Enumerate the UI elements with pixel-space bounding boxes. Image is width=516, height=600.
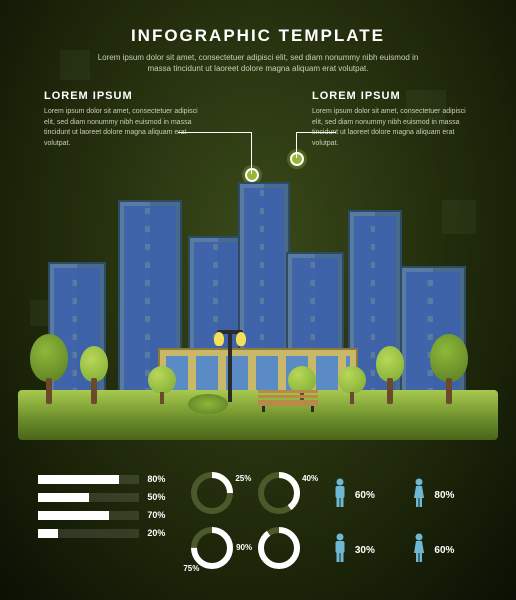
tree-icon: [430, 334, 468, 404]
stats-panel: 80%50%70%20% 25%40%75%90% 60%80%30%60%: [38, 466, 478, 574]
female-icon: [410, 478, 428, 513]
bar-row: 80%: [38, 474, 175, 484]
bar-row: 50%: [38, 492, 175, 502]
female-icon: [410, 533, 428, 568]
leader-line-left: [178, 132, 252, 174]
people-stats: 60% 80% 30% 60%: [331, 466, 478, 574]
person-label: 60%: [434, 545, 454, 556]
bar-row: 20%: [38, 528, 175, 538]
person-stat: 80%: [410, 472, 478, 519]
callout-left-title: LOREM IPSUM: [44, 90, 204, 102]
donut-label: 25%: [235, 474, 251, 483]
donut-label: 90%: [236, 543, 252, 552]
donut-chart: 40%: [256, 470, 302, 516]
person-label: 80%: [434, 490, 454, 501]
bar-fill: [38, 493, 89, 502]
callout-right: LOREM IPSUM Lorem ipsum dolor sit amet, …: [312, 90, 472, 149]
tree-icon: [376, 346, 404, 404]
page-subtitle: Lorem ipsum dolor sit amet, consectetuer…: [88, 52, 428, 74]
donut-charts: 25%40%75%90%: [189, 466, 317, 574]
header: INFOGRAPHIC TEMPLATE Lorem ipsum dolor s…: [36, 26, 480, 74]
bar-label: 70%: [147, 510, 175, 520]
bar-track: [38, 529, 139, 538]
bar-row: 70%: [38, 510, 175, 520]
person-label: 30%: [355, 545, 375, 556]
person-stat: 60%: [410, 527, 478, 574]
donut-chart: 90%: [256, 525, 302, 571]
bar-track: [38, 475, 139, 484]
page-title: INFOGRAPHIC TEMPLATE: [36, 26, 480, 46]
male-icon: [331, 478, 349, 513]
bar-label: 20%: [147, 528, 175, 538]
callout-right-body: Lorem ipsum dolor sit amet, consectetuer…: [312, 107, 472, 149]
donut-label: 75%: [183, 564, 199, 573]
bar-label: 50%: [147, 492, 175, 502]
shrub-icon: [338, 366, 366, 404]
bush-icon: [188, 394, 228, 414]
person-label: 60%: [355, 490, 375, 501]
male-icon: [331, 533, 349, 568]
tree-icon: [30, 334, 68, 404]
tree-icon: [80, 346, 108, 404]
bar-fill: [38, 511, 109, 520]
city-illustration: [38, 160, 478, 440]
streetlamp-icon: [228, 332, 232, 402]
bar-fill: [38, 475, 119, 484]
bar-chart: 80% 50% 70% 20%: [38, 466, 175, 574]
shrub-icon: [148, 366, 176, 404]
donut-chart: 75%: [189, 525, 235, 571]
bar-track: [38, 493, 139, 502]
leader-line-right: [296, 132, 336, 158]
donut-chart: 25%: [189, 470, 235, 516]
person-stat: 60%: [331, 472, 399, 519]
bar-label: 80%: [147, 474, 175, 484]
donut-label: 40%: [302, 474, 318, 483]
callout-right-title: LOREM IPSUM: [312, 90, 472, 102]
bench-icon: [258, 388, 318, 412]
bar-track: [38, 511, 139, 520]
person-stat: 30%: [331, 527, 399, 574]
bar-fill: [38, 529, 58, 538]
